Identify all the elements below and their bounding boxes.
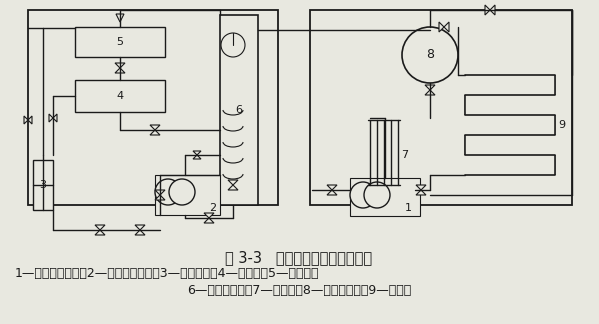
Polygon shape	[485, 5, 490, 15]
Text: 2: 2	[210, 203, 217, 213]
Text: 图 3-3   双级压缩制冷系统原理图: 图 3-3 双级压缩制冷系统原理图	[225, 250, 373, 265]
Polygon shape	[95, 230, 105, 235]
Polygon shape	[327, 185, 337, 190]
Polygon shape	[53, 114, 57, 122]
Text: 9: 9	[558, 120, 565, 130]
Polygon shape	[150, 125, 160, 130]
Polygon shape	[193, 151, 201, 155]
Polygon shape	[416, 185, 426, 190]
Text: 1—低压级压缩机；2—高压级压缩机；3—油分离器；4—贮液器；5—冷凝器；: 1—低压级压缩机；2—高压级压缩机；3—油分离器；4—贮液器；5—冷凝器；	[15, 267, 319, 280]
Bar	[310, 10, 572, 205]
Circle shape	[350, 182, 376, 208]
Bar	[75, 80, 165, 112]
Polygon shape	[115, 63, 125, 68]
Circle shape	[364, 182, 390, 208]
Polygon shape	[49, 114, 53, 122]
Polygon shape	[135, 230, 145, 235]
Polygon shape	[193, 155, 201, 159]
Polygon shape	[416, 190, 426, 195]
Bar	[28, 10, 278, 205]
Polygon shape	[135, 225, 145, 230]
Circle shape	[169, 179, 195, 205]
Polygon shape	[115, 68, 125, 73]
Polygon shape	[116, 14, 124, 22]
Bar	[350, 178, 420, 216]
Text: 6—中间冷却器；7—分配站；8—氨液分离器；9—蒸发器: 6—中间冷却器；7—分配站；8—氨液分离器；9—蒸发器	[187, 284, 411, 297]
Polygon shape	[444, 22, 449, 32]
Polygon shape	[228, 180, 238, 185]
Polygon shape	[28, 116, 32, 124]
Polygon shape	[228, 185, 238, 190]
Text: 8: 8	[426, 49, 434, 62]
Polygon shape	[490, 5, 495, 15]
Polygon shape	[425, 85, 435, 90]
Text: 3: 3	[40, 180, 47, 190]
Text: 4: 4	[116, 91, 123, 101]
Bar	[75, 27, 165, 57]
Text: 1: 1	[404, 203, 412, 213]
Polygon shape	[439, 22, 444, 32]
Polygon shape	[95, 225, 105, 230]
Polygon shape	[204, 218, 214, 223]
Bar	[220, 15, 258, 205]
Polygon shape	[425, 90, 435, 95]
Polygon shape	[155, 195, 165, 200]
Polygon shape	[155, 190, 165, 195]
Polygon shape	[150, 130, 160, 135]
Circle shape	[221, 33, 245, 57]
Bar	[33, 160, 53, 210]
Text: 6: 6	[235, 105, 243, 115]
Circle shape	[155, 179, 181, 205]
Polygon shape	[24, 116, 28, 124]
Circle shape	[402, 27, 458, 83]
Polygon shape	[204, 213, 214, 218]
Text: 5: 5	[116, 37, 123, 47]
Polygon shape	[327, 190, 337, 195]
Bar	[155, 175, 220, 215]
Text: 7: 7	[401, 150, 409, 160]
